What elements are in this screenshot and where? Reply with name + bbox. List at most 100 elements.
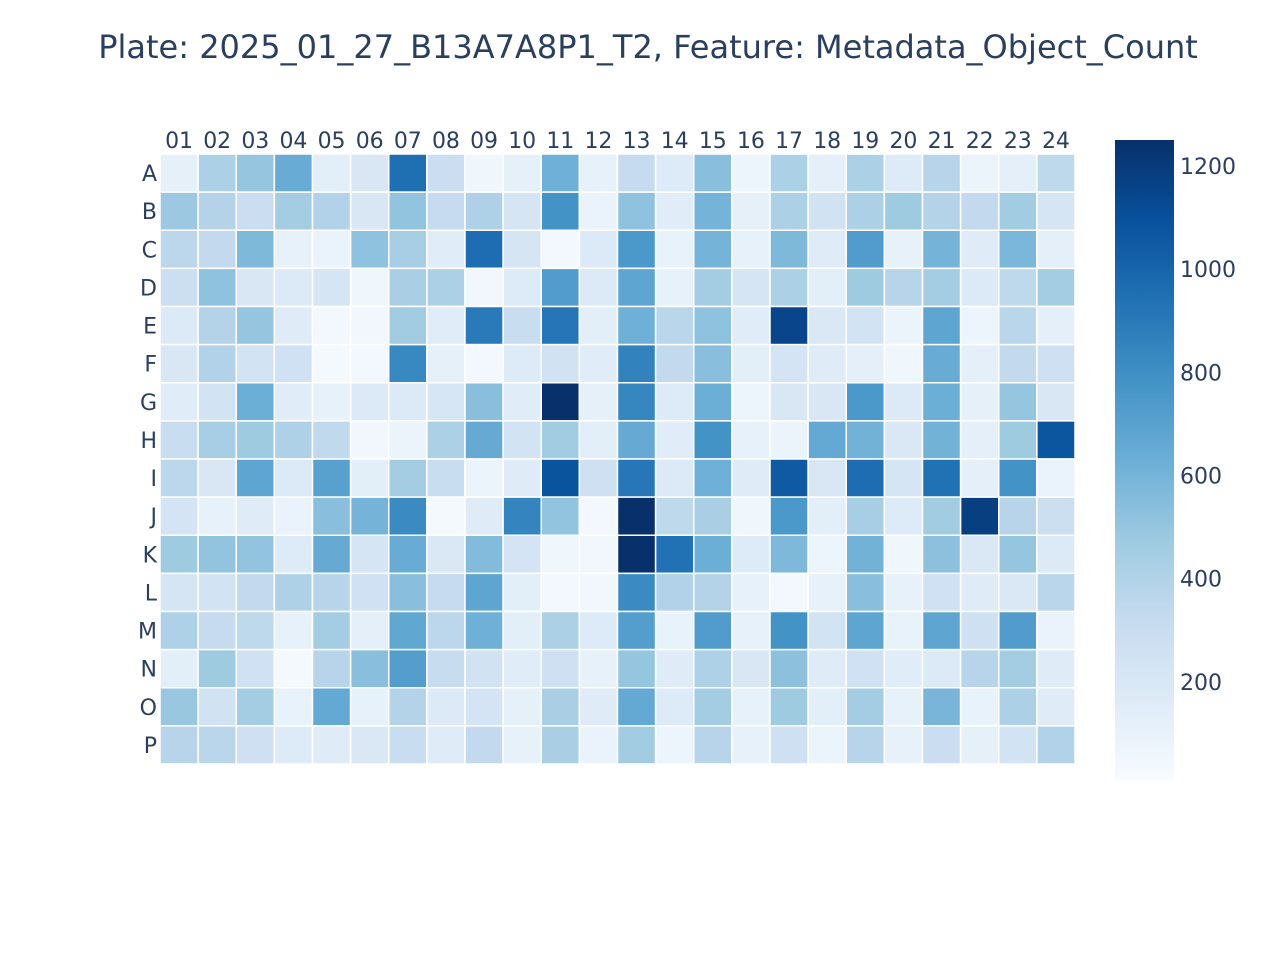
heatmap-cell-L05 <box>311 572 352 613</box>
heatmap-cell-K10 <box>502 534 542 575</box>
heatmap-cell-L17 <box>769 572 809 613</box>
heatmap-cell-F18 <box>807 343 847 384</box>
heatmap-cell-F21 <box>921 343 962 384</box>
x-tick-label: 15 <box>699 129 727 154</box>
heatmap-cell-O15 <box>693 687 733 727</box>
heatmap-cell-H14 <box>654 420 695 460</box>
heatmap-cell-K24 <box>1036 534 1076 575</box>
colorbar-gradient <box>1115 140 1174 780</box>
heatmap-cell-M07 <box>388 610 428 651</box>
heatmap-cell-N20 <box>883 648 924 689</box>
heatmap-cell-I10 <box>502 458 542 498</box>
heatmap-cell-D14 <box>654 267 695 308</box>
heatmap-cell-N12 <box>578 648 619 689</box>
heatmap-cell-J14 <box>654 496 695 536</box>
colorbar-tick-label: 600 <box>1180 464 1222 489</box>
heatmap-cell-P10 <box>502 725 542 765</box>
heatmap-cell-B06 <box>349 191 390 231</box>
heatmap-cell-A18 <box>807 153 847 193</box>
heatmap-cell-F19 <box>845 343 886 384</box>
x-tick-label: 09 <box>470 129 498 154</box>
heatmap-cell-O19 <box>845 687 886 727</box>
heatmap-cell-D21 <box>921 267 962 308</box>
heatmap-cell-L20 <box>883 572 924 613</box>
heatmap-cell-L23 <box>998 572 1038 613</box>
heatmap-cell-G06 <box>349 382 390 422</box>
heatmap-cell-G24 <box>1036 382 1076 422</box>
heatmap-cell-B24 <box>1036 191 1076 231</box>
heatmap-cell-E12 <box>578 305 619 346</box>
heatmap-cell-I21 <box>921 458 962 498</box>
heatmap-cell-M05 <box>311 610 352 651</box>
heatmap-cell-L19 <box>845 572 886 613</box>
colorbar-tick-label: 200 <box>1180 671 1222 696</box>
heatmap-cell-B15 <box>693 191 733 231</box>
x-tick-label: 13 <box>623 129 651 154</box>
heatmap-cell-A02 <box>197 153 237 193</box>
heatmap-cell-F12 <box>578 343 619 384</box>
heatmap-cell-G10 <box>502 382 542 422</box>
colorbar: 200 400 600 800 1000 1200 <box>1115 140 1236 780</box>
heatmap-cell-M14 <box>654 610 695 651</box>
heatmap-cell-C23 <box>998 229 1038 270</box>
heatmap-cell-L16 <box>731 572 771 613</box>
heatmap-cell-E03 <box>235 305 276 346</box>
heatmap-cell-E04 <box>273 305 314 346</box>
heatmap-cell-C14 <box>654 229 695 270</box>
heatmap-cell-D02 <box>197 267 237 308</box>
heatmap-cell-L09 <box>464 572 504 613</box>
heatmap-cell-P02 <box>197 725 237 765</box>
heatmap-cell-P14 <box>654 725 695 765</box>
heatmap-cell-E17 <box>769 305 809 346</box>
heatmap-cell-A13 <box>616 153 657 193</box>
heatmap-cell-F09 <box>464 343 504 384</box>
heatmap-cell-E22 <box>959 305 1000 346</box>
heatmap-cell-I03 <box>235 458 276 498</box>
heatmap-cell-M02 <box>197 610 237 651</box>
heatmap-cell-O23 <box>998 687 1038 727</box>
heatmap-cell-C24 <box>1036 229 1076 270</box>
heatmap-cell-N10 <box>502 648 542 689</box>
heatmap-cell-C12 <box>578 229 619 270</box>
heatmap-cell-O03 <box>235 687 276 727</box>
heatmap-cell-D24 <box>1036 267 1076 308</box>
heatmap-cell-L15 <box>693 572 733 613</box>
heatmap-cell-D01 <box>159 267 199 308</box>
heatmap-cell-B13 <box>616 191 657 231</box>
heatmap-cell-N08 <box>426 648 466 689</box>
heatmap-cell-L11 <box>540 572 581 613</box>
heatmap-cell-F10 <box>502 343 542 384</box>
heatmap-cell-I06 <box>349 458 390 498</box>
heatmap-cell-K01 <box>159 534 199 575</box>
y-tick-label: O <box>140 696 157 721</box>
heatmap-cell-F20 <box>883 343 924 384</box>
heatmap-cell-B10 <box>502 191 542 231</box>
heatmap-cell-K11 <box>540 534 581 575</box>
heatmap-cell-J07 <box>388 496 428 536</box>
heatmap-cell-C13 <box>616 229 657 270</box>
heatmap-cell-I13 <box>616 458 657 498</box>
heatmap-cell-L21 <box>921 572 962 613</box>
y-tick-label: I <box>151 467 158 492</box>
heatmap-cell-I04 <box>273 458 314 498</box>
heatmap-cell-N22 <box>959 648 1000 689</box>
heatmap-cell-A06 <box>349 153 390 193</box>
heatmap-cell-D20 <box>883 267 924 308</box>
heatmap-cell-O07 <box>388 687 428 727</box>
heatmap-cell-B05 <box>311 191 352 231</box>
heatmap-cell-B02 <box>197 191 237 231</box>
heatmap-cell-M16 <box>731 610 771 651</box>
heatmap-cell-H17 <box>769 420 809 460</box>
y-tick-label: C <box>142 238 157 263</box>
heatmap-cell-H21 <box>921 420 962 460</box>
heatmap-cell-L24 <box>1036 572 1076 613</box>
heatmap-cell-M23 <box>998 610 1038 651</box>
heatmap-cell-C07 <box>388 229 428 270</box>
heatmap-cell-I15 <box>693 458 733 498</box>
heatmap-cell-H24 <box>1036 420 1076 460</box>
heatmap-cell-K05 <box>311 534 352 575</box>
heatmap-cell-D19 <box>845 267 886 308</box>
heatmap-cell-G18 <box>807 382 847 422</box>
heatmap-cell-G21 <box>921 382 962 422</box>
